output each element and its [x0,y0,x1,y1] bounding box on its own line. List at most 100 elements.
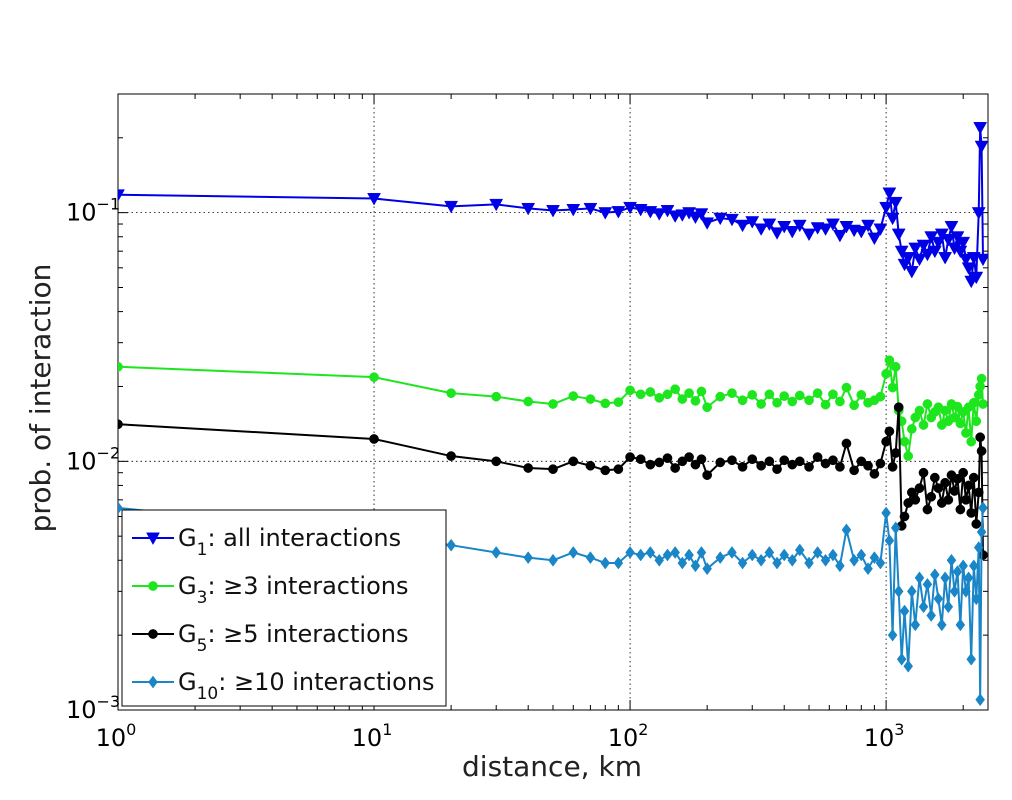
data-point [745,216,760,229]
legend-label: G5: ≥5 interactions [178,620,408,656]
data-point [946,553,957,567]
data-point [949,584,960,598]
data-point [956,236,971,250]
data-point [654,457,665,468]
data-point [444,200,459,214]
data-point [891,228,906,242]
data-point [869,551,880,565]
x-tick-label: 102 [608,720,649,752]
data-point [737,395,748,406]
x-tick-exponent: 3 [894,720,904,739]
data-point [910,494,921,505]
data-point [963,480,974,491]
data-point [875,458,886,469]
data-point [940,571,950,585]
data-point [804,556,814,570]
data-point [854,226,869,239]
data-point [944,221,959,234]
data-point [684,388,694,398]
data-point [841,438,852,449]
data-point [863,562,873,576]
data-point [670,546,680,559]
series-3 [118,402,988,560]
series-line [118,126,984,283]
data-point [613,556,624,570]
data-point [804,395,814,406]
y-tick-label: 10−1 [66,195,120,227]
data-point [973,390,984,400]
data-point [700,217,715,230]
data-point [802,228,816,242]
data-point [899,604,910,618]
data-point [940,405,950,416]
data-point [976,253,988,267]
data-point [828,455,838,466]
data-point [779,391,790,401]
data-point [873,223,888,236]
data-point [754,223,769,236]
legend-entry: G10: ≥10 interactions [132,668,435,704]
data-point [955,418,966,429]
y-tick-base: 10 [66,696,97,724]
data-point [696,454,707,465]
data-point [568,546,579,559]
y-tick-exponent: −1 [97,195,121,214]
data-point [922,504,933,515]
data-point [369,372,379,383]
y-tick-label: 10−3 [66,692,120,724]
data-point [856,456,867,467]
x-tick-exponent: 2 [638,720,648,739]
x-axis-label: distance, km [462,750,642,783]
data-point [936,618,947,632]
data-point [828,389,838,400]
data-point [625,452,635,462]
data-point [966,436,977,447]
data-point [662,453,673,463]
data-point [971,519,982,529]
data-point [906,424,917,434]
legend-marker [148,629,158,639]
data-point [976,525,987,539]
data-point [772,464,782,475]
data-point [367,193,381,206]
data-point [633,204,648,217]
data-point [684,548,694,562]
data-point [955,618,966,632]
data-point [926,609,937,622]
data-point [849,400,859,411]
data-point [118,419,123,430]
data-point [952,474,963,484]
legend-entry: G5: ≥5 interactions [132,620,408,656]
data-point [764,546,775,559]
data-point [914,405,925,416]
data-point [702,562,712,576]
y-tick-exponent: −2 [97,443,121,462]
data-point [888,196,903,210]
data-point [568,391,579,401]
legend-label-subscript: 5 [197,636,208,656]
data-point [794,390,805,401]
data-point [893,584,904,598]
data-point [903,659,914,673]
legend-label-subscript: 3 [197,588,208,608]
data-point [922,577,933,591]
data-point [971,416,982,427]
y-tick-exponent: −3 [97,692,121,711]
y-tick-base: 10 [66,447,97,475]
legend-label-subscript: 1 [197,540,208,560]
data-point [929,472,940,483]
x-tick-label: 100 [96,720,137,752]
data-point [961,428,971,438]
data-point [548,553,558,567]
data-point [566,204,581,217]
data-point [914,571,925,585]
data-point [623,201,637,215]
data-point [841,382,852,393]
data-point [849,465,859,476]
series-group [118,122,988,707]
data-point [585,460,596,471]
data-point [792,219,807,233]
data-point [491,546,502,559]
data-point [677,556,688,570]
